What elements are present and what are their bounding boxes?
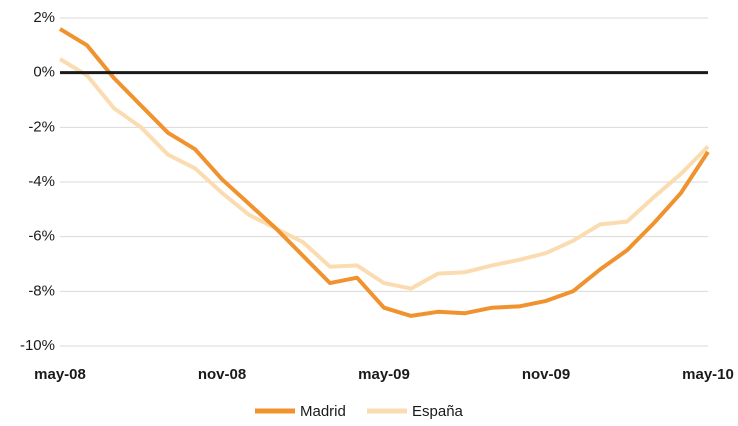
y-tick-label: 0% [33, 64, 55, 81]
x-tick-label: may-09 [358, 366, 410, 383]
line-series [58, 57, 710, 291]
y-tick-label: 2% [33, 9, 55, 26]
y-tick-label: -10% [20, 337, 55, 354]
x-tick-label: may-08 [34, 366, 86, 383]
legend-label: España [412, 403, 464, 420]
y-tick-label: -4% [28, 173, 55, 190]
x-tick-label: nov-09 [522, 366, 570, 383]
x-tick-label: may-10 [682, 366, 734, 383]
y-tick-label: -6% [28, 228, 55, 245]
y-tick-label: -8% [28, 282, 55, 299]
legend-label: Madrid [300, 403, 346, 420]
line-series [58, 27, 710, 318]
y-tick-label: -2% [28, 118, 55, 135]
x-tick-label: nov-08 [198, 366, 246, 383]
